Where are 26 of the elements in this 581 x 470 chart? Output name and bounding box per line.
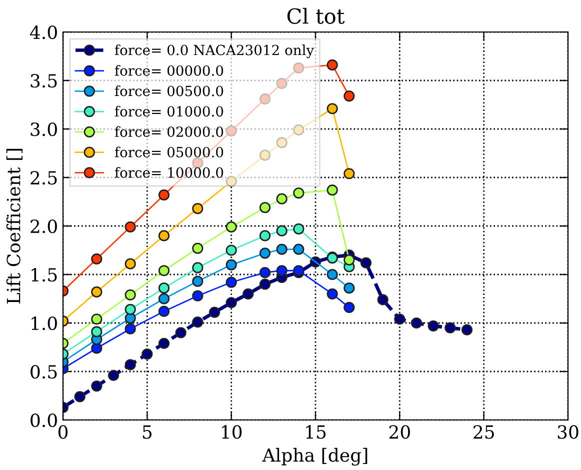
y-tick-label: 2.5 bbox=[30, 170, 57, 185]
x-tick-label: 15 bbox=[306, 425, 326, 439]
legend-label: force= 10000.0 bbox=[114, 167, 224, 178]
x-tick-label: 0 bbox=[58, 425, 68, 439]
y-tick-label: 2.0 bbox=[30, 219, 57, 234]
y-tick-label: 3.5 bbox=[30, 74, 57, 88]
y-tick-label: 4.0 bbox=[30, 25, 57, 40]
legend-label: force= 02000.0 bbox=[114, 126, 224, 137]
y-tick-label: 0.0 bbox=[30, 413, 57, 428]
y-tick-label: 1.5 bbox=[32, 268, 57, 282]
y-tick-label: 0.5 bbox=[30, 364, 57, 379]
y-tick-label: 3.0 bbox=[30, 122, 57, 136]
legend-label: force= 00500.0 bbox=[114, 85, 224, 96]
x-tick-label: 10 bbox=[222, 425, 242, 439]
y-axis-title: Lift Coefficient [] bbox=[6, 148, 22, 304]
x-tick-label: 20 bbox=[389, 425, 410, 439]
x-tick-label: 25 bbox=[474, 425, 494, 439]
legend-label: force= 0.0 NACA23012 only bbox=[114, 44, 314, 58]
x-tick-label: 30 bbox=[558, 425, 578, 439]
legend-label: force= 01000.0 bbox=[114, 106, 224, 117]
x-tick-label: 5 bbox=[142, 425, 152, 439]
y-tick-label: 1.0 bbox=[32, 316, 57, 330]
legend-label: force= 05000.0 bbox=[114, 146, 224, 158]
legend-label: force= 00000.0 bbox=[114, 65, 224, 76]
chart-title: Cl tot bbox=[287, 8, 345, 24]
x-axis-title: Alpha [deg] bbox=[262, 448, 368, 466]
